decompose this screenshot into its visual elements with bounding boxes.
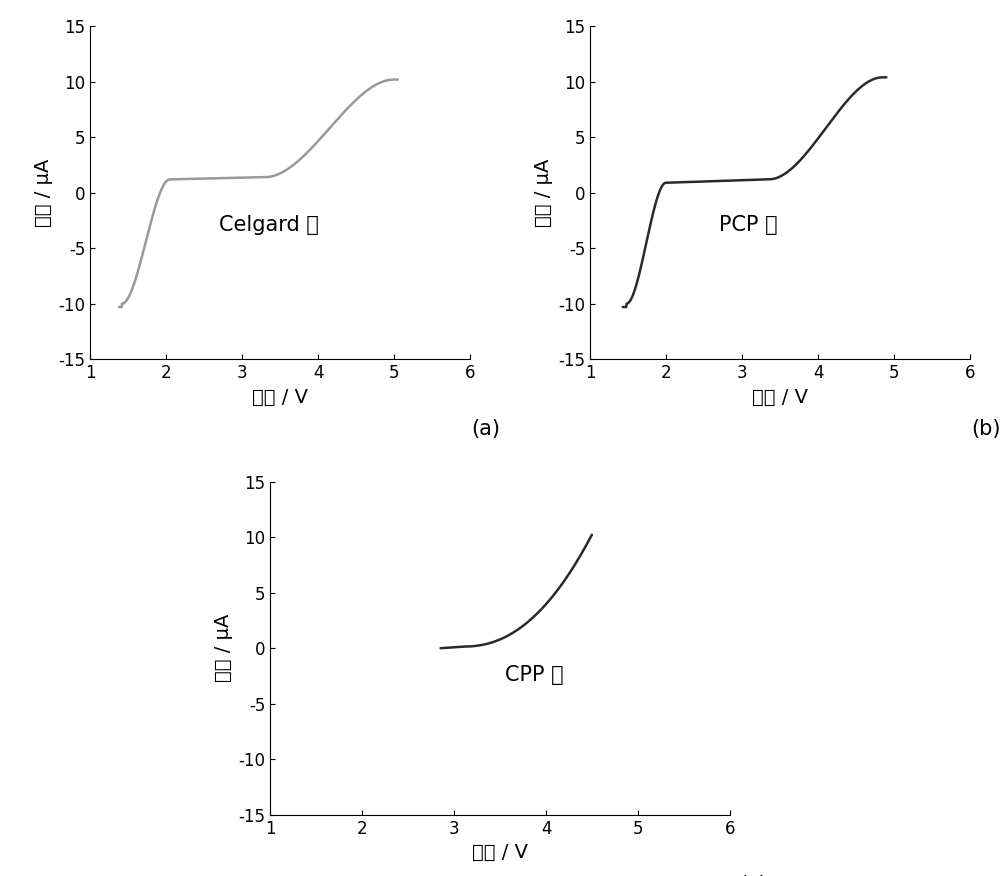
Text: (a): (a): [471, 419, 500, 439]
Y-axis label: 电流 / μA: 电流 / μA: [214, 614, 233, 682]
X-axis label: 电压 / V: 电压 / V: [752, 387, 808, 406]
Text: Celgard 膜: Celgard 膜: [219, 215, 319, 235]
Y-axis label: 电流 / μA: 电流 / μA: [534, 159, 553, 227]
X-axis label: 电压 / V: 电压 / V: [472, 843, 528, 862]
Text: CPP 膜: CPP 膜: [505, 665, 563, 685]
Text: PCP 膜: PCP 膜: [719, 215, 778, 235]
Text: (b): (b): [971, 419, 1000, 439]
X-axis label: 电压 / V: 电压 / V: [252, 387, 308, 406]
Y-axis label: 电流 / μA: 电流 / μA: [34, 159, 53, 227]
Text: (c): (c): [739, 874, 767, 876]
